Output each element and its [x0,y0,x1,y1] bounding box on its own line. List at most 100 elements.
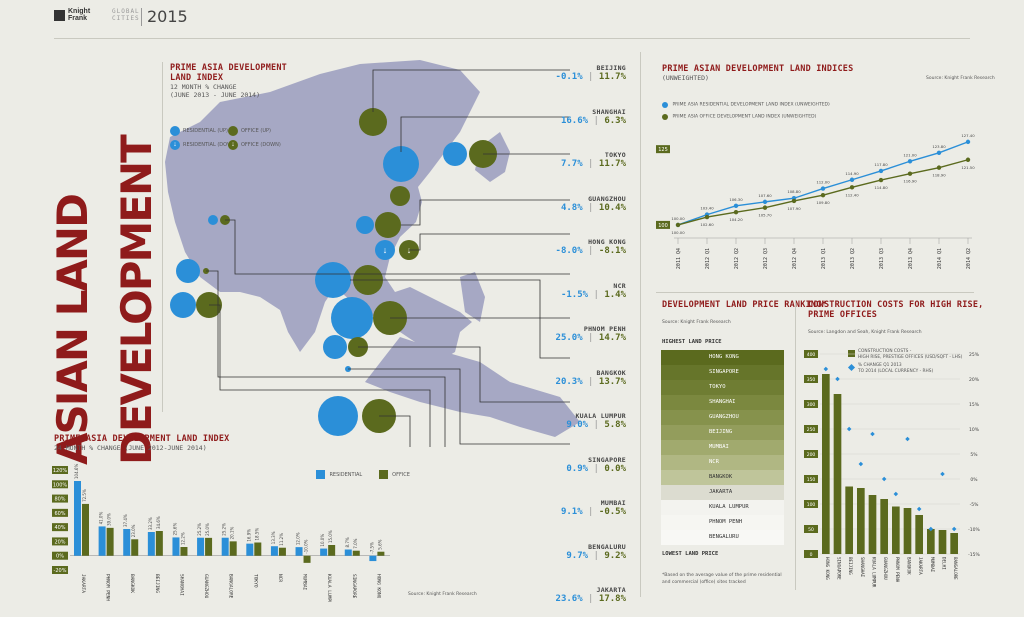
bar-office[interactable] [205,537,213,556]
bar-office[interactable] [278,547,286,556]
bar-residential[interactable] [295,547,303,556]
city-row[interactable]: KUALA LUMPUR 9.0% | 5.8% [546,412,626,430]
change-marker[interactable] [823,366,829,372]
bar-office[interactable] [106,527,114,556]
cost-bar[interactable] [868,495,877,554]
bar-office[interactable] [303,555,311,563]
data-point[interactable] [791,198,797,204]
change-marker[interactable] [916,506,922,512]
data-point[interactable] [849,185,855,190]
bubble-bangkok-res[interactable] [315,262,351,298]
data-point[interactable] [936,150,942,155]
bubble-hongkong-res[interactable] [375,240,395,260]
data-point[interactable] [878,177,884,183]
city-row[interactable]: BENGALURU 9.7% | 9.2% [546,543,626,561]
cost-bar[interactable] [927,529,935,554]
cost-bar[interactable] [892,506,900,555]
bar-office[interactable] [377,551,385,556]
bar-office[interactable] [229,541,237,556]
data-point[interactable] [704,214,710,220]
city-row[interactable]: MUMBAI 9.1% | -0.5% [546,499,626,517]
change-marker[interactable] [893,491,899,497]
bar-office[interactable] [155,531,163,556]
city-row[interactable]: PHNOM PENH 25.0% | 14.7% [546,325,626,343]
change-marker[interactable] [905,436,910,442]
cost-bar[interactable] [822,374,830,554]
bubble-guangzhou-office[interactable] [375,212,401,238]
bubble-beijing-office[interactable] [359,108,387,136]
change-marker[interactable] [858,461,864,467]
data-point[interactable] [849,177,855,182]
cost-bar[interactable] [845,486,853,555]
data-point[interactable] [820,193,826,198]
bar-residential[interactable] [221,537,229,556]
cost-bar[interactable] [938,530,947,554]
bar-residential[interactable] [246,543,254,556]
bubble-jakarta-res[interactable] [318,396,358,436]
bubble-kualalumpur-res[interactable] [323,335,347,359]
data-point[interactable] [907,171,913,176]
bubble-phnompenh-res[interactable] [331,297,373,339]
bar-residential[interactable] [147,532,155,556]
data-point[interactable] [762,199,768,205]
cost-bar[interactable] [833,394,842,554]
bar-residential[interactable] [197,537,205,556]
bar-residential[interactable] [123,529,131,556]
bubble-mumbai-res[interactable] [176,259,200,283]
data-point[interactable] [820,186,826,191]
cost-bar[interactable] [950,533,958,554]
cost-bar[interactable] [903,508,912,554]
x-tick-label: 2013 Q3 [879,248,885,269]
city-row[interactable]: SHANGHAI 16.6% | 6.3% [546,108,626,126]
change-marker[interactable] [846,426,852,432]
change-marker[interactable] [835,376,840,382]
bar-residential[interactable] [74,481,81,556]
city-row[interactable]: BEIJING -0.1% | 11.7% [546,64,626,82]
city-row[interactable]: GUANGZHOU 4.8% | 10.4% [546,195,626,213]
city-row[interactable]: TOKYO 7.7% | 11.7% [546,151,626,169]
bubble-ncr-res[interactable] [208,215,218,225]
data-point[interactable] [965,157,971,162]
bar-residential[interactable] [344,549,352,556]
bubble-bengaluru-res[interactable] [170,292,196,318]
bar-residential[interactable] [98,526,106,556]
data-point[interactable] [936,165,942,170]
data-point[interactable] [733,209,739,215]
bubble-shanghai-res[interactable] [383,146,419,182]
change-marker[interactable] [881,476,887,482]
bar-office[interactable] [82,503,89,556]
city-row[interactable]: HONG KONG -8.0% | -8.1% [546,238,626,256]
bar-office[interactable] [131,539,139,556]
y-tick-label: 120% [53,468,68,474]
cost-bar[interactable] [880,499,888,554]
bar-residential[interactable] [369,555,377,562]
cost-bar[interactable] [915,515,923,554]
bar-residential[interactable] [172,537,180,556]
cost-bar[interactable] [857,488,865,554]
city-row[interactable]: NCR -1.5% | 1.4% [546,282,626,300]
bubble-tokyo-res[interactable] [443,142,467,166]
bar-office[interactable] [254,542,262,556]
city-row[interactable]: SINGAPORE 0.9% | 0.0% [546,456,626,474]
data-point[interactable] [878,168,884,174]
bar-residential[interactable] [320,548,328,556]
data-point[interactable] [762,205,768,210]
data-point[interactable] [733,203,739,209]
data-point[interactable] [907,159,913,164]
bar-office[interactable] [180,547,188,556]
data-point[interactable] [675,222,681,228]
change-marker[interactable] [940,471,945,477]
bubble-shanghai-office[interactable] [390,186,410,206]
change-marker[interactable] [951,526,957,532]
bubble-guangzhou-res[interactable] [356,216,374,234]
bar-residential[interactable] [270,546,278,556]
data-point[interactable] [965,139,971,145]
off-up-icon [228,126,238,136]
bar-office[interactable] [352,550,360,556]
change-marker[interactable] [870,431,875,437]
y-tick-label-bg [52,494,68,503]
ranking-bar [705,455,784,470]
bar-office[interactable] [328,545,336,556]
city-row[interactable]: JAKARTA 23.6% | 17.8% [546,586,626,604]
city-row[interactable]: BANGKOK 20.3% | 13.7% [546,369,626,387]
